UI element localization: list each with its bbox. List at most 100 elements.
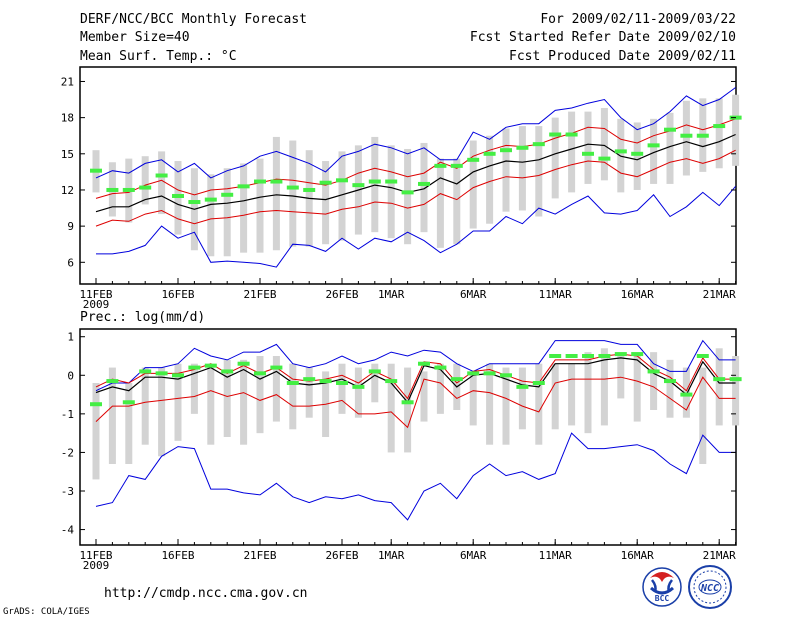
box-day-17: [354, 367, 362, 418]
box-day-35: [650, 352, 658, 410]
median-day-32: [598, 354, 611, 358]
precipitation-medians: [90, 352, 742, 407]
ytick-label: -4: [61, 524, 75, 537]
median-day-39: [713, 124, 726, 129]
sd-upper-line: [95, 353, 736, 400]
median-day-23: [450, 163, 463, 168]
median-day-14: [303, 187, 316, 192]
box-day-6: [174, 363, 182, 441]
box-day-20: [404, 148, 412, 245]
median-day-35: [647, 143, 660, 148]
median-day-33: [614, 149, 627, 154]
median-day-21: [418, 181, 430, 186]
source-url[interactable]: http://cmdp.ncc.cma.gov.cn: [104, 586, 308, 601]
box-day-29: [551, 363, 559, 430]
box-day-32: [600, 107, 608, 181]
box-day-22: [436, 158, 444, 248]
mean-line: [95, 133, 736, 213]
xtick-label: 26FEB: [325, 288, 358, 301]
median-day-10: [237, 361, 250, 366]
box-day-13: [289, 140, 297, 247]
median-day-3: [122, 400, 135, 405]
median-day-37: [680, 133, 693, 138]
box-day-12: [272, 356, 280, 422]
median-day-26: [500, 148, 512, 153]
min-line: [95, 432, 736, 521]
ytick-label: 0: [67, 369, 74, 382]
median-day-33: [614, 352, 627, 357]
box-day-5: [158, 367, 166, 457]
ytick-label: 15: [61, 148, 74, 161]
median-day-34: [631, 151, 644, 156]
median-day-9: [221, 192, 234, 197]
median-day-36: [664, 379, 676, 384]
box-day-18: [371, 363, 379, 403]
median-day-31: [582, 354, 594, 358]
temperature-boxes: [92, 94, 740, 257]
box-day-16: [338, 363, 346, 414]
forecast-produced-date: Fcst Produced Date 2009/02/11: [509, 49, 736, 64]
median-day-12: [270, 179, 283, 184]
median-day-39: [713, 377, 726, 382]
grads-credit: GrADS: COLA/IGES: [3, 607, 90, 617]
median-day-8: [204, 363, 217, 368]
median-day-19: [385, 179, 398, 184]
box-day-26: [502, 367, 510, 445]
box-day-22: [436, 363, 444, 414]
box-day-39: [715, 348, 723, 426]
median-day-6: [172, 193, 184, 198]
xtick-label: 11FEB: [79, 549, 112, 562]
box-day-13: [289, 363, 297, 430]
box-day-34: [633, 122, 641, 190]
box-day-39: [715, 98, 723, 169]
box-day-11: [256, 356, 264, 434]
xtick-label: 21FEB: [243, 288, 276, 301]
median-day-30: [565, 132, 578, 137]
box-day-31: [584, 111, 592, 184]
temperature-lines: [95, 87, 736, 268]
box-day-37: [682, 100, 690, 176]
median-day-29: [549, 132, 562, 137]
median-day-27: [516, 384, 529, 389]
box-day-5: [158, 151, 166, 215]
xtick-label: 1MAR: [378, 549, 405, 562]
top-panel-variable: Mean Surf. Temp.: °C: [80, 49, 237, 64]
median-day-20: [401, 400, 414, 405]
box-day-11: [256, 158, 264, 253]
temperature-medians: [90, 115, 742, 205]
median-day-3: [122, 187, 135, 192]
ncc-logo-text: NCC: [700, 583, 719, 594]
median-day-24: [467, 371, 480, 376]
median-day-4: [139, 185, 152, 190]
xtick-label: 16MAR: [621, 549, 654, 562]
median-day-13: [286, 185, 299, 190]
bcc-logo: BCC: [642, 567, 682, 607]
ytick-label: 12: [61, 184, 74, 197]
box-day-21: [420, 142, 428, 233]
median-day-35: [647, 369, 660, 374]
median-day-12: [270, 365, 283, 370]
median-day-13: [286, 381, 299, 385]
sd-lower-line: [95, 376, 736, 429]
box-day-30: [568, 363, 576, 426]
box-day-40: [732, 94, 740, 166]
median-day-27: [516, 145, 529, 150]
median-day-11: [254, 371, 266, 376]
median-day-37: [680, 392, 693, 397]
median-day-21: [418, 361, 430, 366]
xtick-label: 6MAR: [460, 549, 487, 562]
box-day-33: [617, 352, 625, 399]
ytick-label: -2: [61, 446, 74, 459]
median-day-7: [188, 200, 201, 205]
median-day-28: [532, 142, 545, 147]
box-day-32: [600, 348, 608, 426]
median-day-40: [729, 377, 742, 382]
xtick-label: 6MAR: [460, 288, 487, 301]
xtick-label: 16FEB: [161, 549, 194, 562]
median-day-24: [467, 157, 480, 162]
median-day-25: [483, 371, 496, 376]
ytick-label: 18: [61, 112, 74, 125]
